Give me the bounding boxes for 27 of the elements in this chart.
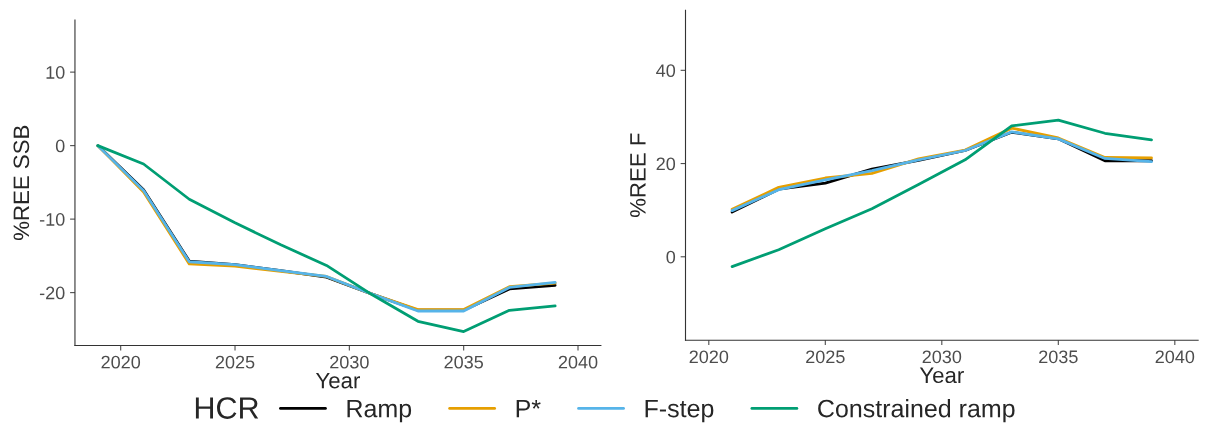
legend-title: HCR	[195, 397, 259, 419]
y-tick-label: 10	[46, 66, 65, 79]
x-tick-label: 2040	[1155, 350, 1195, 364]
y-tick-label: -20	[39, 286, 65, 300]
x-tick-label: 2020	[689, 350, 729, 364]
x-tick-label: 2025	[215, 355, 255, 369]
x-tick-label: 2035	[1039, 350, 1078, 364]
x-tick-label: 2025	[806, 350, 845, 364]
y-tick-label: 40	[656, 64, 676, 78]
x-tick-label: 2030	[922, 350, 962, 364]
x-axis-title: Year	[315, 372, 360, 389]
x-tick-label: 2040	[558, 355, 598, 369]
y-tick-label: 20	[656, 157, 676, 171]
legend-label: Constrained ramp	[818, 399, 1015, 423]
x-tick-label: 2035	[444, 355, 484, 369]
y-tick-label: 0	[55, 139, 65, 153]
x-tick-label: 2030	[330, 355, 369, 369]
legend-label: F-step	[645, 399, 714, 423]
legend-label: Ramp	[347, 399, 412, 423]
x-tick-label: 2020	[101, 355, 141, 369]
y-axis-title: %REE SSB	[13, 125, 30, 240]
y-axis-title: %REE F	[630, 133, 646, 218]
y-tick-label: -10	[39, 213, 65, 226]
legend-label: P*	[516, 399, 541, 418]
y-tick-label: 0	[666, 250, 676, 264]
line-series	[730, 118, 1153, 268]
x-axis-title: Year	[919, 367, 964, 384]
